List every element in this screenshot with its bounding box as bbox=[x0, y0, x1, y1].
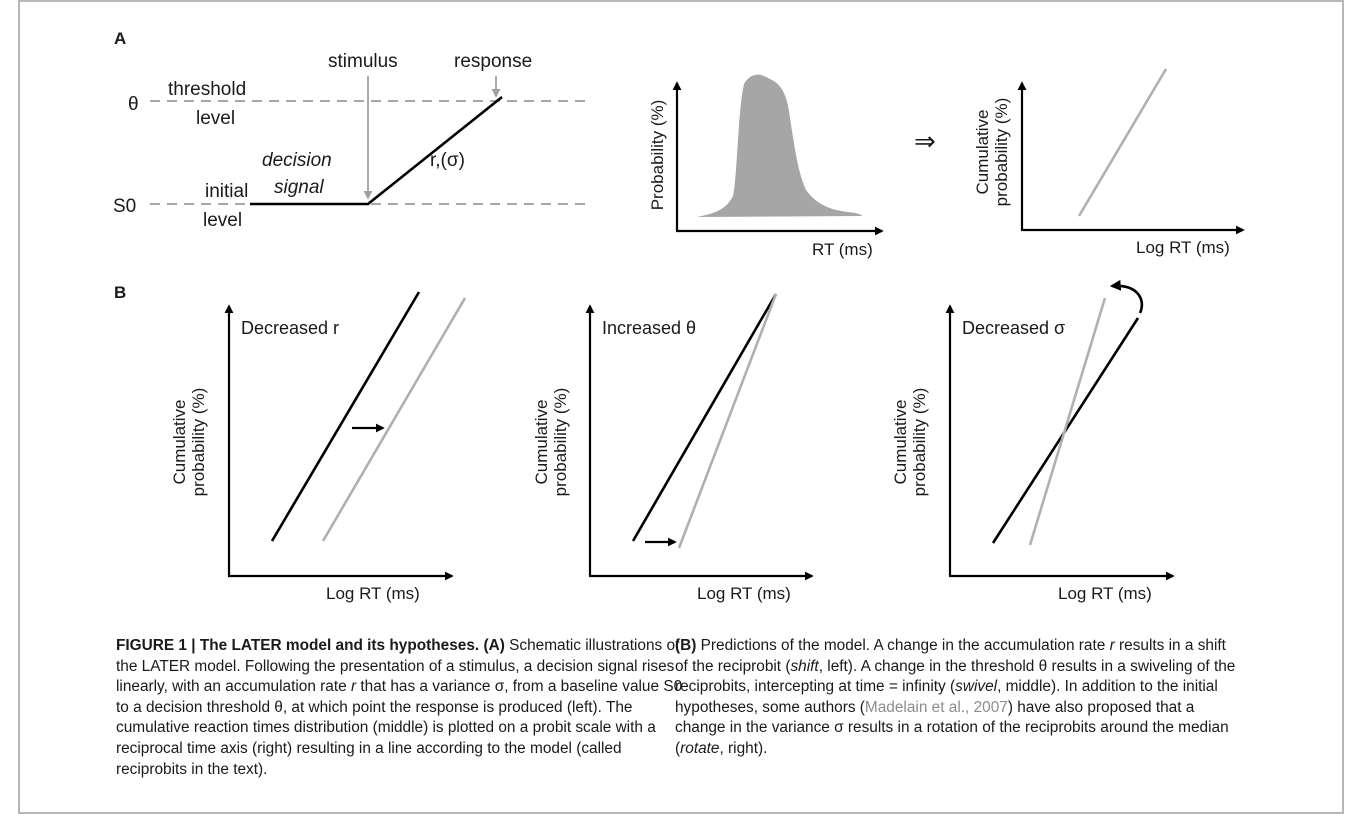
rate-label: r,(σ) bbox=[430, 150, 465, 171]
b3-light-reciprobit bbox=[1028, 297, 1107, 546]
b3-y-label-1: Cumulative bbox=[891, 399, 910, 484]
threshold-level-text: level bbox=[196, 108, 235, 129]
b1-dark-reciprobit bbox=[270, 291, 421, 542]
caption-text: , right). bbox=[719, 739, 768, 757]
b3-y-label-2: probability (%) bbox=[910, 388, 929, 497]
caption-italic: swivel bbox=[955, 678, 998, 696]
s0-label: S0 bbox=[113, 196, 136, 217]
b1-light-reciprobit bbox=[321, 297, 467, 542]
citation-link[interactable]: Madelain et al., 2007 bbox=[864, 698, 1008, 716]
caption-a-label: (A) bbox=[483, 637, 505, 654]
caption-text: results in a shift of the reciprobit ( bbox=[675, 637, 1226, 675]
caption-left-column: FIGURE 1 | The LATER model and its hypot… bbox=[116, 636, 684, 780]
b2-title: Increased θ bbox=[602, 318, 696, 338]
cum-reciprobit-line bbox=[1077, 68, 1168, 217]
caption-italic: r bbox=[350, 678, 357, 696]
figure-frame bbox=[18, 0, 1344, 814]
stimulus-label: stimulus bbox=[328, 51, 398, 72]
b1-x-label: Log RT (ms) bbox=[326, 584, 420, 603]
b2-y-label-2: probability (%) bbox=[551, 388, 570, 497]
b1-title: Decreased r bbox=[241, 318, 339, 338]
response-label: response bbox=[454, 51, 532, 72]
cum-x-label: Log RT (ms) bbox=[1136, 238, 1230, 257]
b1-y-label-1: Cumulative bbox=[170, 399, 189, 484]
caption-italic: r bbox=[1109, 637, 1115, 654]
decision-text: decision bbox=[262, 150, 332, 171]
b3-title: Decreased σ bbox=[962, 318, 1065, 338]
caption-italic: shift bbox=[790, 657, 819, 675]
caption-text: Schematic illustrations of the LATER mod… bbox=[116, 637, 680, 696]
caption-text: that has a variance σ, from a baseline v… bbox=[116, 678, 683, 778]
probability-distribution bbox=[697, 74, 862, 217]
caption-text: Predictions of the model. A change in th… bbox=[696, 637, 1110, 654]
b2-light-reciprobit bbox=[677, 293, 778, 549]
signal-text: signal bbox=[274, 177, 324, 198]
decision-signal-line bbox=[250, 95, 503, 206]
b2-x-label: Log RT (ms) bbox=[697, 584, 791, 603]
caption-right-column: (B) Predictions of the model. A change i… bbox=[675, 636, 1243, 760]
caption-b-label: (B) bbox=[675, 637, 697, 654]
panel-b-label: B bbox=[114, 283, 126, 302]
caption-italic: rotate bbox=[680, 739, 720, 757]
prob-x-label: RT (ms) bbox=[812, 240, 873, 259]
caption-text: , left). A change in the threshold θ res… bbox=[675, 657, 1236, 696]
initial-text: initial bbox=[205, 181, 248, 202]
initial-level-text: level bbox=[203, 210, 242, 231]
theta-symbol: θ bbox=[128, 94, 139, 115]
b2-dark-reciprobit bbox=[631, 293, 778, 542]
b1-y-label-2: probability (%) bbox=[189, 388, 208, 497]
threshold-text: threshold bbox=[168, 79, 246, 100]
caption-text: , middle). In addition to the initial hy… bbox=[675, 678, 1218, 716]
cum-y-label-1: Cumulative bbox=[973, 109, 992, 194]
caption-text: ) have also proposed that a change in th… bbox=[675, 698, 1229, 757]
caption-figure-label: FIGURE 1 | The LATER model and its hypot… bbox=[116, 637, 480, 654]
b3-rotate-arrow bbox=[1109, 279, 1144, 314]
b2-y-label-1: Cumulative bbox=[532, 399, 551, 484]
cum-y-label-2: probability (%) bbox=[992, 98, 1011, 207]
prob-y-label: Probability (%) bbox=[648, 100, 667, 211]
panel-a-label: A bbox=[114, 29, 126, 48]
b3-x-label: Log RT (ms) bbox=[1058, 584, 1152, 603]
figure-graphics: A θ threshold level S0 initial level dec… bbox=[113, 29, 1245, 603]
implies-symbol: ⇒ bbox=[914, 126, 936, 156]
